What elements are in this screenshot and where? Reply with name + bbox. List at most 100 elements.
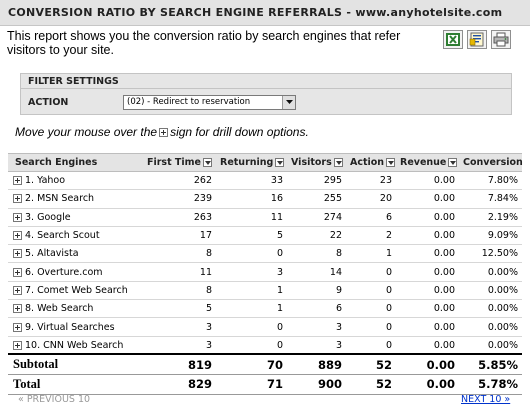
table-row: 9. Virtual Searches 3 0 3 0 0.00 0.00% xyxy=(8,317,522,337)
visitors-cell: 3 xyxy=(287,336,346,355)
expand-plus-icon[interactable] xyxy=(13,249,22,259)
returning-cell: 0 xyxy=(216,336,287,355)
report-description: This report shows you the conversion rat… xyxy=(7,29,401,57)
chevron-down-icon[interactable] xyxy=(282,95,295,109)
action-cell: 2 xyxy=(346,226,396,246)
table-row: 5. Altavista 8 0 8 1 0.00 12.50% xyxy=(8,244,522,264)
action-cell: 23 xyxy=(346,171,396,191)
revenue-cell: 0.00 xyxy=(396,299,459,319)
table-row: 8. Web Search 5 1 6 0 0.00 0.00% xyxy=(8,299,522,319)
table-row: 3. Google 263 11 274 6 0.00 2.19% xyxy=(8,208,522,227)
action-cell: 0 xyxy=(346,317,396,337)
action-select-value: (02) - Redirect to reservation xyxy=(127,96,251,107)
total-revenue: 0.00 xyxy=(396,374,459,395)
expand-plus-icon[interactable] xyxy=(13,340,22,350)
action-cell: 0 xyxy=(346,299,396,319)
table-row: 4. Search Scout 17 5 22 2 0.00 9.09% xyxy=(8,226,522,246)
visitors-cell: 255 xyxy=(287,189,346,209)
expand-plus-icon[interactable] xyxy=(13,304,22,314)
revenue-cell: 0.00 xyxy=(396,244,459,264)
sort-icon[interactable] xyxy=(333,158,343,167)
col-visitors[interactable]: Visitors xyxy=(287,153,346,172)
revenue-cell: 0.00 xyxy=(396,226,459,246)
col-first-time[interactable]: First Time xyxy=(136,153,216,172)
returning-cell: 16 xyxy=(216,189,287,209)
conversion-cell: 0.00% xyxy=(459,281,522,301)
report-title-bar: CONVERSION RATIO BY SEARCH ENGINE REFERR… xyxy=(0,0,530,26)
previous-10-link: « PREVIOUS 10 xyxy=(18,394,91,405)
report-title: CONVERSION RATIO BY SEARCH ENGINE REFERR… xyxy=(8,6,503,19)
expand-plus-icon[interactable] xyxy=(13,212,22,222)
first-time-cell: 11 xyxy=(136,262,216,282)
expand-plus-icon[interactable] xyxy=(13,267,22,277)
filter-settings-panel: FILTER SETTINGS ACTION (02) - Redirect t… xyxy=(20,73,512,115)
col-returning[interactable]: Returning xyxy=(216,153,287,172)
col-search-engines: Search Engines xyxy=(8,153,136,172)
revenue-cell: 0.00 xyxy=(396,189,459,209)
first-time-cell: 8 xyxy=(136,244,216,264)
first-time-cell: 8 xyxy=(136,281,216,301)
subtotal-revenue: 0.00 xyxy=(396,353,459,375)
table-header-row: Search Engines First Time Returning Visi… xyxy=(8,153,523,172)
col-action[interactable]: Action xyxy=(346,153,396,172)
expand-plus-icon[interactable] xyxy=(13,176,22,186)
action-cell: 1 xyxy=(346,244,396,264)
engine-cell: 1. Yahoo xyxy=(8,171,136,191)
visitors-cell: 274 xyxy=(287,208,346,227)
total-returning: 71 xyxy=(216,374,287,395)
first-time-cell: 17 xyxy=(136,226,216,246)
hint-text-after: sign for drill down options. xyxy=(170,125,309,139)
total-first-time: 829 xyxy=(136,374,216,395)
visitors-cell: 6 xyxy=(287,299,346,319)
excel-icon[interactable] xyxy=(443,30,463,49)
expand-plus-icon[interactable] xyxy=(13,285,22,295)
drill-down-hint: Move your mouse over the sign for drill … xyxy=(15,125,309,139)
sort-icon[interactable] xyxy=(386,158,396,167)
col-conversion: Conversion xyxy=(459,153,523,172)
first-time-cell: 3 xyxy=(136,336,216,355)
sort-icon[interactable] xyxy=(275,158,285,167)
expand-plus-icon[interactable] xyxy=(13,194,22,204)
print-icon[interactable] xyxy=(491,30,511,49)
conversion-table: Search Engines First Time Returning Visi… xyxy=(8,153,523,395)
engine-cell: 6. Overture.com xyxy=(8,262,136,282)
returning-cell: 33 xyxy=(216,171,287,191)
expand-plus-icon[interactable] xyxy=(13,322,22,332)
expand-plus-icon[interactable] xyxy=(13,231,22,241)
engine-cell: 7. Comet Web Search xyxy=(8,281,136,301)
visitors-cell: 14 xyxy=(287,262,346,282)
first-time-cell: 263 xyxy=(136,208,216,227)
visitors-cell: 295 xyxy=(287,171,346,191)
sort-icon[interactable] xyxy=(203,158,212,167)
total-action: 52 xyxy=(346,374,396,395)
action-cell: 20 xyxy=(346,189,396,209)
sort-icon[interactable] xyxy=(448,158,458,167)
conversion-cell: 0.00% xyxy=(459,262,522,282)
conversion-cell: 7.84% xyxy=(459,189,522,209)
engine-cell: 4. Search Scout xyxy=(8,226,136,246)
total-visitors: 900 xyxy=(287,374,346,395)
filter-settings-heading: FILTER SETTINGS xyxy=(21,74,511,89)
revenue-cell: 0.00 xyxy=(396,336,459,355)
engine-cell: 10. CNN Web Search xyxy=(8,336,136,355)
total-conversion: 5.78% xyxy=(459,374,522,395)
export-toolbar xyxy=(443,30,511,49)
first-time-cell: 3 xyxy=(136,317,216,337)
hint-text-before: Move your mouse over the xyxy=(15,125,158,139)
returning-cell: 1 xyxy=(216,299,287,319)
total-row: Total 829 71 900 52 0.00 5.78% xyxy=(8,374,522,395)
subtotal-returning: 70 xyxy=(216,353,287,375)
action-select[interactable]: (02) - Redirect to reservation xyxy=(123,94,296,110)
returning-cell: 0 xyxy=(216,244,287,264)
revenue-cell: 0.00 xyxy=(396,262,459,282)
next-10-link[interactable]: NEXT 10 » xyxy=(461,394,511,405)
engine-cell: 3. Google xyxy=(8,208,136,227)
returning-cell: 3 xyxy=(216,262,287,282)
col-revenue[interactable]: Revenue xyxy=(396,153,459,172)
action-label: ACTION xyxy=(28,96,69,108)
conversion-cell: 9.09% xyxy=(459,226,522,246)
action-cell: 0 xyxy=(346,262,396,282)
first-time-cell: 5 xyxy=(136,299,216,319)
visitors-cell: 9 xyxy=(287,281,346,301)
word-icon[interactable] xyxy=(467,30,487,49)
